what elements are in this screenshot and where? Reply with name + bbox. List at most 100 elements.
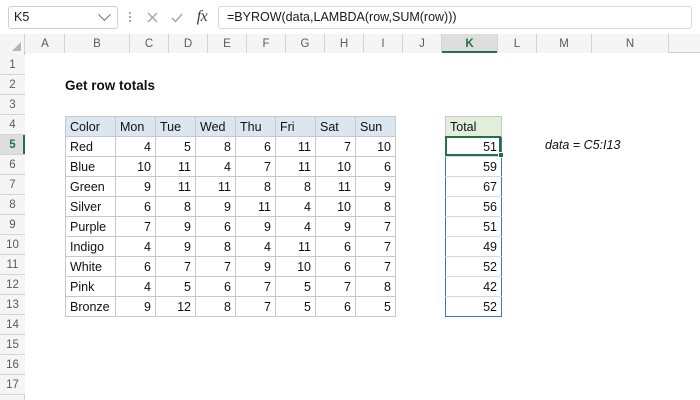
value-cell[interactable]: 9	[115, 296, 156, 317]
value-cell[interactable]: 7	[155, 256, 196, 277]
value-cell[interactable]: 8	[155, 196, 196, 217]
color-name-cell[interactable]: Pink	[65, 276, 116, 297]
column-header-k[interactable]: K	[442, 34, 498, 53]
row-header-6[interactable]: 6	[0, 155, 25, 175]
row-header-17[interactable]: 17	[0, 375, 25, 395]
column-header-e[interactable]: E	[208, 34, 247, 53]
chevron-down-icon[interactable]	[98, 7, 111, 21]
value-cell[interactable]: 7	[315, 136, 356, 157]
more-options-icon[interactable]	[123, 12, 137, 22]
value-cell[interactable]: 8	[195, 296, 236, 317]
value-cell[interactable]: 9	[155, 216, 196, 237]
value-cell[interactable]: 4	[195, 156, 236, 177]
color-name-cell[interactable]: Silver	[65, 196, 116, 217]
column-header-a[interactable]: A	[26, 34, 65, 53]
value-cell[interactable]: 4	[275, 196, 316, 217]
row-header-5[interactable]: 5	[0, 135, 25, 155]
value-cell[interactable]: 7	[115, 216, 156, 237]
value-cell[interactable]: 8	[275, 176, 316, 197]
value-cell[interactable]: 5	[275, 276, 316, 297]
value-cell[interactable]: 8	[235, 176, 276, 197]
value-cell[interactable]: 9	[115, 176, 156, 197]
total-value-cell[interactable]: 52	[445, 256, 502, 277]
value-cell[interactable]: 6	[235, 136, 276, 157]
column-header-i[interactable]: I	[364, 34, 403, 53]
column-header-l[interactable]: L	[498, 34, 537, 53]
total-value-cell[interactable]: 56	[445, 196, 502, 217]
value-cell[interactable]: 5	[355, 296, 396, 317]
column-header-j[interactable]: J	[403, 34, 442, 53]
row-header-16[interactable]: 16	[0, 355, 25, 375]
row-header-15[interactable]: 15	[0, 335, 25, 355]
row-header-3[interactable]: 3	[0, 95, 25, 115]
color-name-cell[interactable]: Green	[65, 176, 116, 197]
column-header-g[interactable]: G	[286, 34, 325, 53]
value-cell[interactable]: 8	[195, 136, 236, 157]
value-cell[interactable]: 10	[315, 156, 356, 177]
total-value-cell[interactable]: 59	[445, 156, 502, 177]
color-name-cell[interactable]: Blue	[65, 156, 116, 177]
color-name-cell[interactable]: Purple	[65, 216, 116, 237]
value-cell[interactable]: 9	[235, 256, 276, 277]
value-cell[interactable]: 8	[355, 276, 396, 297]
value-cell[interactable]: 11	[315, 176, 356, 197]
value-cell[interactable]: 11	[275, 156, 316, 177]
fill-handle[interactable]	[498, 152, 504, 158]
value-cell[interactable]: 11	[155, 176, 196, 197]
value-cell[interactable]: 9	[155, 236, 196, 257]
column-header-c[interactable]: C	[130, 34, 169, 53]
value-cell[interactable]: 9	[195, 196, 236, 217]
column-header-n[interactable]: N	[592, 34, 669, 53]
value-cell[interactable]: 11	[275, 136, 316, 157]
value-cell[interactable]: 10	[275, 256, 316, 277]
total-value-cell[interactable]: 52	[445, 296, 502, 317]
value-cell[interactable]: 6	[115, 196, 156, 217]
name-box[interactable]: K5	[8, 5, 118, 29]
value-cell[interactable]: 6	[195, 216, 236, 237]
total-value-cell[interactable]: 51	[445, 136, 502, 157]
value-cell[interactable]: 7	[235, 296, 276, 317]
value-cell[interactable]: 10	[115, 156, 156, 177]
value-cell[interactable]: 11	[195, 176, 236, 197]
value-cell[interactable]: 6	[115, 256, 156, 277]
select-all-corner[interactable]	[0, 34, 25, 53]
color-name-cell[interactable]: Indigo	[65, 236, 116, 257]
value-cell[interactable]: 6	[315, 296, 356, 317]
value-cell[interactable]: 6	[315, 256, 356, 277]
row-header-4[interactable]: 4	[0, 115, 25, 135]
value-cell[interactable]: 10	[315, 196, 356, 217]
value-cell[interactable]: 7	[315, 276, 356, 297]
value-cell[interactable]: 5	[155, 136, 196, 157]
row-header-14[interactable]: 14	[0, 315, 25, 335]
value-cell[interactable]: 4	[115, 276, 156, 297]
value-cell[interactable]: 4	[275, 216, 316, 237]
value-cell[interactable]: 5	[155, 276, 196, 297]
value-cell[interactable]: 6	[355, 156, 396, 177]
color-name-cell[interactable]: Bronze	[65, 296, 116, 317]
value-cell[interactable]: 4	[115, 236, 156, 257]
total-value-cell[interactable]: 49	[445, 236, 502, 257]
total-value-cell[interactable]: 42	[445, 276, 502, 297]
value-cell[interactable]: 9	[355, 176, 396, 197]
value-cell[interactable]: 5	[275, 296, 316, 317]
value-cell[interactable]: 11	[235, 196, 276, 217]
total-value-cell[interactable]: 51	[445, 216, 502, 237]
row-header-11[interactable]: 11	[0, 255, 25, 275]
column-header-h[interactable]: H	[325, 34, 364, 53]
row-header-13[interactable]: 13	[0, 295, 25, 315]
value-cell[interactable]: 6	[315, 236, 356, 257]
value-cell[interactable]: 11	[275, 236, 316, 257]
row-header-1[interactable]: 1	[0, 55, 25, 75]
value-cell[interactable]: 7	[195, 256, 236, 277]
value-cell[interactable]: 12	[155, 296, 196, 317]
cancel-icon[interactable]	[141, 6, 163, 28]
spreadsheet-grid[interactable]: Get row totals data = C5:I13 Color Mon Tue…	[26, 53, 700, 400]
total-value-cell[interactable]: 67	[445, 176, 502, 197]
column-header-f[interactable]: F	[247, 34, 286, 53]
row-header-7[interactable]: 7	[0, 175, 25, 195]
row-header-2[interactable]: 2	[0, 75, 25, 95]
check-icon[interactable]	[166, 6, 188, 28]
row-header-10[interactable]: 10	[0, 235, 25, 255]
value-cell[interactable]: 6	[195, 276, 236, 297]
row-header-8[interactable]: 8	[0, 195, 25, 215]
